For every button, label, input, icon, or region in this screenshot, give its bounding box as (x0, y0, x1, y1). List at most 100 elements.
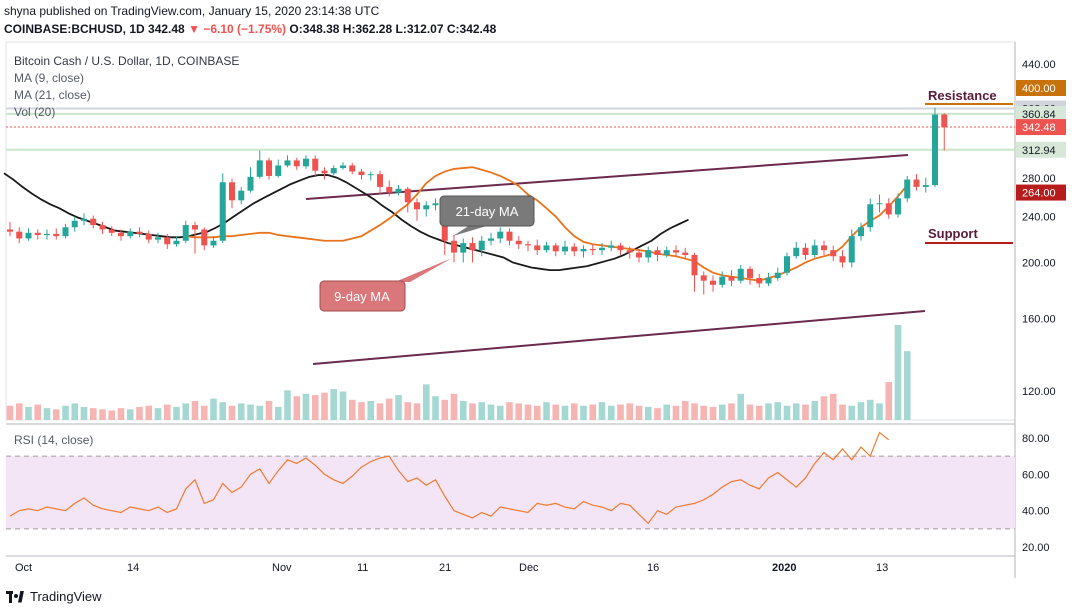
volume-bar (99, 409, 106, 420)
candle (210, 236, 217, 248)
candle (617, 243, 624, 255)
candle (44, 229, 50, 240)
volume-bar (71, 403, 79, 420)
volume-bar (441, 399, 449, 420)
chart-title: Bitcoin Cash / U.S. Dollar, 1D, COINBASE (14, 54, 240, 68)
candle (506, 228, 513, 246)
volume-bar (802, 404, 809, 420)
volume-bar (478, 402, 486, 420)
candle (858, 222, 864, 241)
volume-bar (607, 405, 615, 420)
volume-bar (173, 406, 180, 420)
last-price: 342.48 (148, 22, 185, 36)
volume-bar (182, 403, 190, 420)
brand-name: TradingView (30, 589, 102, 604)
candle (645, 246, 652, 263)
candle (173, 236, 180, 247)
volume-bar (589, 404, 597, 420)
price-tag-box (1016, 184, 1066, 201)
volume-bar (80, 406, 88, 420)
candle-body (562, 246, 568, 252)
candle (913, 174, 920, 191)
price-tag: 360.84 (1016, 105, 1066, 122)
candle (377, 170, 383, 195)
candle-body (414, 202, 420, 210)
volume-bar (247, 404, 254, 420)
volume-bar (820, 396, 828, 420)
support-label: Support (928, 226, 978, 241)
tradingview-brand[interactable]: TradingView (6, 589, 102, 604)
candle-body (108, 229, 115, 233)
candle-body (830, 250, 837, 257)
candle (201, 227, 208, 251)
time-tick-label: 16 (647, 562, 659, 574)
candle (562, 240, 568, 255)
candle (895, 193, 901, 218)
high-value: H:362.28 (342, 22, 393, 36)
candle (247, 167, 254, 193)
candle (599, 243, 605, 255)
legend-volume: Vol (20) (14, 105, 56, 119)
candle-body (247, 176, 254, 191)
volume-bar (755, 405, 763, 420)
candle (127, 228, 134, 239)
candle-body (663, 250, 670, 255)
volume-bar (903, 351, 911, 420)
volume-bar (15, 403, 23, 420)
volume-bar (256, 405, 264, 420)
candle-body (913, 179, 920, 187)
candle-body (580, 248, 587, 252)
candle (515, 236, 522, 249)
close-value: C:342.48 (446, 22, 497, 36)
price-tag: 312.94 (1016, 141, 1066, 158)
candle (839, 250, 846, 268)
candle (108, 226, 115, 237)
candle-body (99, 225, 106, 230)
time-tick-label: Nov (272, 562, 292, 574)
candle (737, 264, 744, 284)
volume-bar (894, 325, 902, 420)
callout-text: 21-day MA (456, 204, 519, 219)
candle-body (821, 245, 827, 251)
candle (793, 241, 800, 259)
volume-bar (404, 402, 412, 420)
candle-body (386, 186, 393, 193)
time-tick-label: 13 (876, 562, 888, 574)
candle (192, 221, 198, 254)
volume-bar (219, 402, 227, 420)
candle-body (645, 250, 652, 258)
candle (145, 230, 152, 244)
candle (710, 275, 716, 292)
candle (525, 240, 531, 252)
candle (414, 198, 420, 221)
volume-bar (191, 401, 199, 420)
candle (423, 201, 430, 217)
volume-bar (811, 401, 819, 420)
volume-bar (700, 405, 708, 420)
candle-body (469, 243, 476, 251)
candle-body (284, 160, 291, 166)
candle-body (534, 245, 541, 251)
candle-body (589, 248, 596, 251)
price-tick-label: 160.00 (1022, 314, 1056, 326)
volume-bar (376, 403, 384, 420)
candle-body (858, 227, 864, 237)
candle (256, 150, 263, 179)
volume-bar (857, 402, 865, 420)
candle (589, 244, 596, 255)
candle-body (719, 276, 726, 285)
candle-body (488, 238, 494, 241)
candle-body (16, 231, 23, 239)
candle (673, 245, 679, 257)
candle-body (497, 231, 504, 239)
candle-body (515, 240, 522, 245)
volume-bar (598, 402, 606, 420)
ma21-callout: 21-day MA (439, 195, 535, 236)
candle-body (81, 218, 87, 221)
lower-trendline (312, 310, 926, 365)
candle (663, 246, 670, 258)
candle (654, 246, 661, 262)
volume-bar (163, 404, 171, 420)
volume-bar (459, 401, 467, 420)
